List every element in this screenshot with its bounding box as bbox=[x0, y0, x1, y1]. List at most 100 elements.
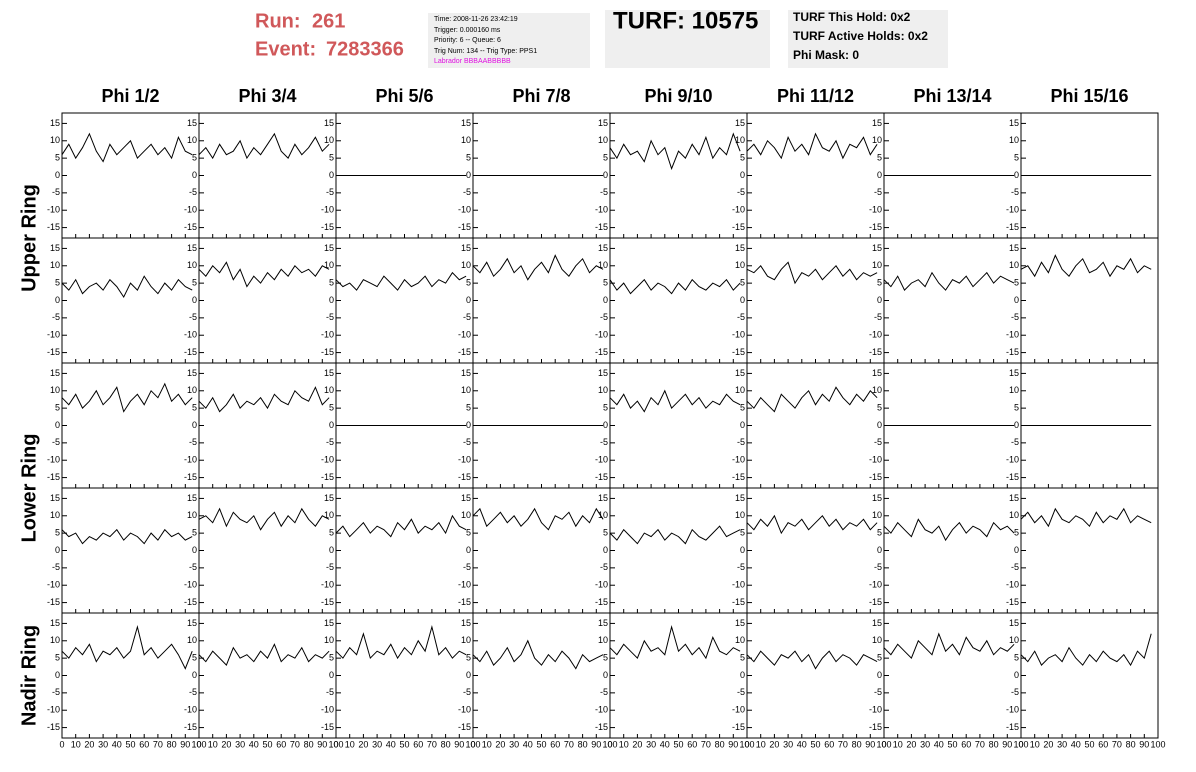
x-tick-label: 70 bbox=[838, 739, 848, 749]
info-line: Labrador BBBAABBBBB bbox=[434, 58, 511, 65]
y-tick-label: -15 bbox=[458, 722, 471, 732]
y-tick-label: 5 bbox=[192, 278, 197, 288]
waveform bbox=[746, 650, 878, 670]
y-tick-label: -15 bbox=[595, 347, 608, 357]
y-tick-label: 5 bbox=[877, 278, 882, 288]
y-tick-label: 15 bbox=[1009, 243, 1019, 253]
x-tick-label: 90 bbox=[728, 739, 738, 749]
y-tick-label: -15 bbox=[184, 722, 197, 732]
y-tick-label: 0 bbox=[55, 545, 60, 555]
waveform bbox=[472, 254, 604, 281]
y-tick-label: -10 bbox=[732, 705, 745, 715]
y-tick-label: 5 bbox=[466, 153, 471, 163]
y-tick-label: -10 bbox=[1006, 330, 1019, 340]
y-tick-label: 10 bbox=[735, 135, 745, 145]
x-tick-label: 60 bbox=[276, 739, 286, 749]
y-tick-label: 10 bbox=[50, 135, 60, 145]
y-tick-label: 5 bbox=[192, 528, 197, 538]
y-tick-label: 15 bbox=[187, 618, 197, 628]
y-tick-label: -15 bbox=[732, 347, 745, 357]
x-tick-label: 0 bbox=[1018, 739, 1023, 749]
y-tick-label: 15 bbox=[1009, 118, 1019, 128]
y-tick-label: 10 bbox=[1009, 260, 1019, 270]
y-tick-label: 10 bbox=[872, 385, 882, 395]
y-tick-label: -15 bbox=[732, 597, 745, 607]
y-tick-label: -15 bbox=[321, 347, 334, 357]
y-tick-label: -10 bbox=[1006, 580, 1019, 590]
y-tick-label: 5 bbox=[603, 653, 608, 663]
x-tick-label: 80 bbox=[304, 739, 314, 749]
turf-info: TURF Active Holds: 0x2 bbox=[793, 29, 928, 43]
y-tick-label: 10 bbox=[324, 510, 334, 520]
x-tick-label: 50 bbox=[947, 739, 957, 749]
x-tick-label: 90 bbox=[454, 739, 464, 749]
y-tick-label: 15 bbox=[872, 368, 882, 378]
y-tick-label: -10 bbox=[321, 705, 334, 715]
y-tick-label: 0 bbox=[1014, 420, 1019, 430]
waveform bbox=[1020, 254, 1152, 278]
y-tick-label: 15 bbox=[735, 118, 745, 128]
x-tick-label: 90 bbox=[180, 739, 190, 749]
y-tick-label: 15 bbox=[598, 493, 608, 503]
y-tick-label: 15 bbox=[50, 243, 60, 253]
x-tick-label: 90 bbox=[317, 739, 327, 749]
y-tick-label: -5 bbox=[600, 437, 608, 447]
turf-info-box bbox=[788, 10, 948, 68]
waveform bbox=[335, 624, 467, 660]
x-tick-label: 50 bbox=[1084, 739, 1094, 749]
waveform bbox=[609, 132, 741, 171]
y-tick-label: 15 bbox=[50, 618, 60, 628]
y-tick-label: -5 bbox=[737, 562, 745, 572]
y-tick-label: -10 bbox=[321, 205, 334, 215]
y-tick-label: 10 bbox=[461, 385, 471, 395]
y-tick-label: 10 bbox=[598, 135, 608, 145]
x-tick-label: 40 bbox=[386, 739, 396, 749]
y-tick-label: 15 bbox=[598, 368, 608, 378]
y-tick-label: -15 bbox=[184, 472, 197, 482]
y-tick-label: -15 bbox=[869, 347, 882, 357]
waveform bbox=[335, 271, 467, 291]
x-tick-label: 10 bbox=[619, 739, 629, 749]
y-tick-label: 5 bbox=[877, 528, 882, 538]
y-tick-label: -10 bbox=[47, 705, 60, 715]
y-tick-label: 10 bbox=[50, 510, 60, 520]
x-tick-label: 100 bbox=[876, 739, 891, 749]
y-tick-label: 0 bbox=[55, 170, 60, 180]
y-tick-label: 15 bbox=[461, 493, 471, 503]
y-tick-label: 15 bbox=[1009, 493, 1019, 503]
y-tick-label: 15 bbox=[872, 243, 882, 253]
y-tick-label: 0 bbox=[603, 170, 608, 180]
y-tick-label: -15 bbox=[458, 347, 471, 357]
y-tick-label: 15 bbox=[872, 493, 882, 503]
y-tick-label: -5 bbox=[463, 187, 471, 197]
y-tick-label: 15 bbox=[461, 368, 471, 378]
y-tick-label: -10 bbox=[321, 455, 334, 465]
column-header: Phi 9/10 bbox=[644, 86, 712, 106]
waveform bbox=[609, 278, 741, 295]
x-tick-label: 50 bbox=[262, 739, 272, 749]
column-header: Phi 13/14 bbox=[913, 86, 991, 106]
y-tick-label: -15 bbox=[184, 222, 197, 232]
y-tick-label: 10 bbox=[1009, 510, 1019, 520]
y-tick-label: 0 bbox=[192, 670, 197, 680]
x-tick-label: 40 bbox=[249, 739, 259, 749]
y-tick-label: -5 bbox=[326, 562, 334, 572]
x-tick-label: 10 bbox=[893, 739, 903, 749]
y-tick-label: -5 bbox=[189, 437, 197, 447]
x-tick-label: 20 bbox=[769, 739, 779, 749]
y-tick-label: 5 bbox=[329, 528, 334, 538]
waveform bbox=[198, 261, 330, 288]
y-tick-label: -5 bbox=[326, 687, 334, 697]
y-tick-label: -10 bbox=[47, 330, 60, 340]
y-tick-label: -10 bbox=[321, 330, 334, 340]
y-tick-label: 10 bbox=[324, 135, 334, 145]
y-tick-label: -15 bbox=[321, 222, 334, 232]
x-tick-label: 70 bbox=[153, 739, 163, 749]
x-tick-label: 80 bbox=[167, 739, 177, 749]
waveform bbox=[1020, 633, 1152, 667]
x-tick-label: 70 bbox=[1112, 739, 1122, 749]
y-tick-label: -5 bbox=[1011, 187, 1019, 197]
y-tick-label: -15 bbox=[47, 472, 60, 482]
y-tick-label: 5 bbox=[740, 278, 745, 288]
